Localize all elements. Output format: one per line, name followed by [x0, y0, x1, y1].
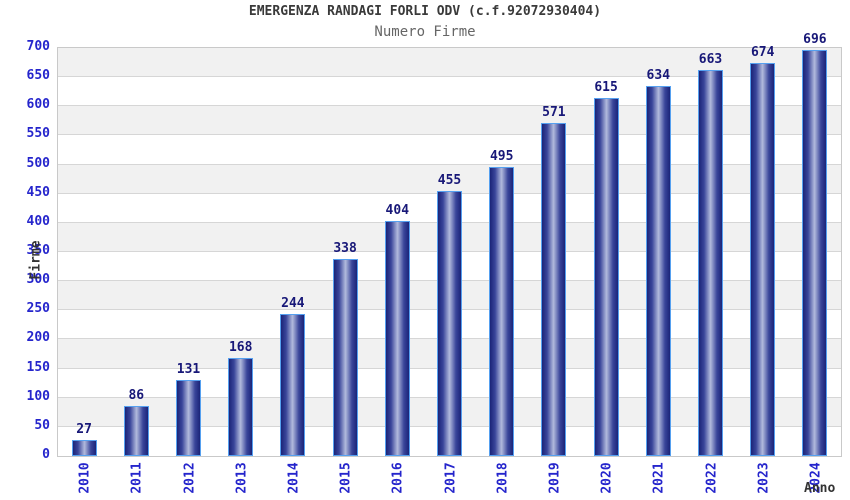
bar-2022 [698, 70, 723, 456]
y-tick-label: 600 [26, 97, 50, 113]
bar-2018 [489, 167, 515, 456]
gridline [58, 76, 841, 78]
x-tick-label-2013: 2013 [234, 462, 250, 494]
bar-2019 [541, 123, 567, 456]
plot-band [58, 77, 841, 107]
bar-2014 [280, 314, 306, 456]
bar-value-label: 168 [228, 340, 253, 355]
x-tick-label-2010: 2010 [77, 462, 93, 494]
bar-2013 [228, 358, 254, 456]
x-tick-label-2022: 2022 [704, 462, 719, 494]
y-tick-label: 350 [26, 243, 50, 258]
y-tick-label: 700 [26, 39, 50, 54]
bar-value-label: 455 [437, 173, 462, 188]
bar-2021 [645, 86, 671, 456]
x-tick-label-2019: 2019 [547, 462, 563, 494]
x-tick-label-2014: 2014 [286, 462, 302, 494]
plot-band [58, 135, 841, 165]
y-tick-label: 650 [26, 68, 50, 84]
x-tick-label-2017: 2017 [443, 462, 458, 494]
bar-2020 [593, 98, 619, 456]
y-tick-label: 550 [26, 126, 50, 142]
y-tick-label: 400 [26, 213, 50, 229]
gridline [58, 163, 841, 165]
y-tick-label: 0 [42, 447, 50, 462]
bar-value-label: 696 [803, 32, 827, 47]
bar-value-label: 615 [594, 80, 618, 95]
y-tick-label: 200 [26, 330, 50, 346]
bar-value-label: 86 [128, 388, 145, 403]
y-tick-label: 450 [26, 184, 50, 200]
bar-value-label: 404 [385, 203, 410, 218]
x-tick-label-2018: 2018 [495, 462, 511, 494]
bar-2017 [437, 191, 462, 456]
chart-subtitle: Numero Firme [374, 24, 476, 40]
y-tick-label: 500 [26, 155, 50, 171]
bar-value-label: 131 [176, 362, 201, 377]
x-tick-label-2020: 2020 [599, 462, 615, 494]
plot-band [58, 48, 841, 78]
y-tick-label: 150 [26, 359, 50, 375]
y-axis-title: Firme [28, 240, 44, 280]
bar-2015 [332, 259, 358, 456]
bar-value-label: 338 [333, 241, 357, 256]
gridline [58, 105, 841, 107]
bar-value-label: 571 [542, 105, 566, 120]
plot-band [58, 106, 841, 136]
y-tick-label: 300 [26, 272, 50, 288]
bar-2012 [176, 380, 201, 456]
y-tick-label: 50 [34, 417, 50, 433]
gridline [58, 134, 841, 136]
y-tick-label: 100 [26, 388, 50, 404]
bar-value-label: 27 [76, 422, 92, 437]
x-tick-label-2012: 2012 [182, 462, 197, 494]
x-tick-label-2016: 2016 [390, 462, 406, 494]
bar-2011 [123, 406, 149, 456]
x-axis-title: Anno [804, 481, 836, 496]
bar-2010 [71, 440, 97, 456]
bar-value-label: 634 [646, 68, 671, 83]
bar-value-label: 244 [281, 296, 305, 311]
bar-2023 [750, 63, 776, 456]
bar-value-label: 663 [698, 52, 723, 67]
x-tick-label-2023: 2023 [756, 462, 772, 494]
bar-value-label: 674 [750, 45, 775, 60]
x-tick-label-2021: 2021 [651, 462, 667, 494]
chart-title: EMERGENZA RANDAGI FORLI ODV (c.f.9207293… [248, 4, 602, 19]
bar-2016 [384, 221, 410, 456]
x-tick-label-2015: 2015 [338, 462, 354, 494]
bar-2024 [802, 50, 828, 456]
x-tick-label-2011: 2011 [129, 462, 145, 494]
y-tick-label: 250 [26, 301, 50, 317]
bar-value-label: 495 [489, 149, 514, 164]
